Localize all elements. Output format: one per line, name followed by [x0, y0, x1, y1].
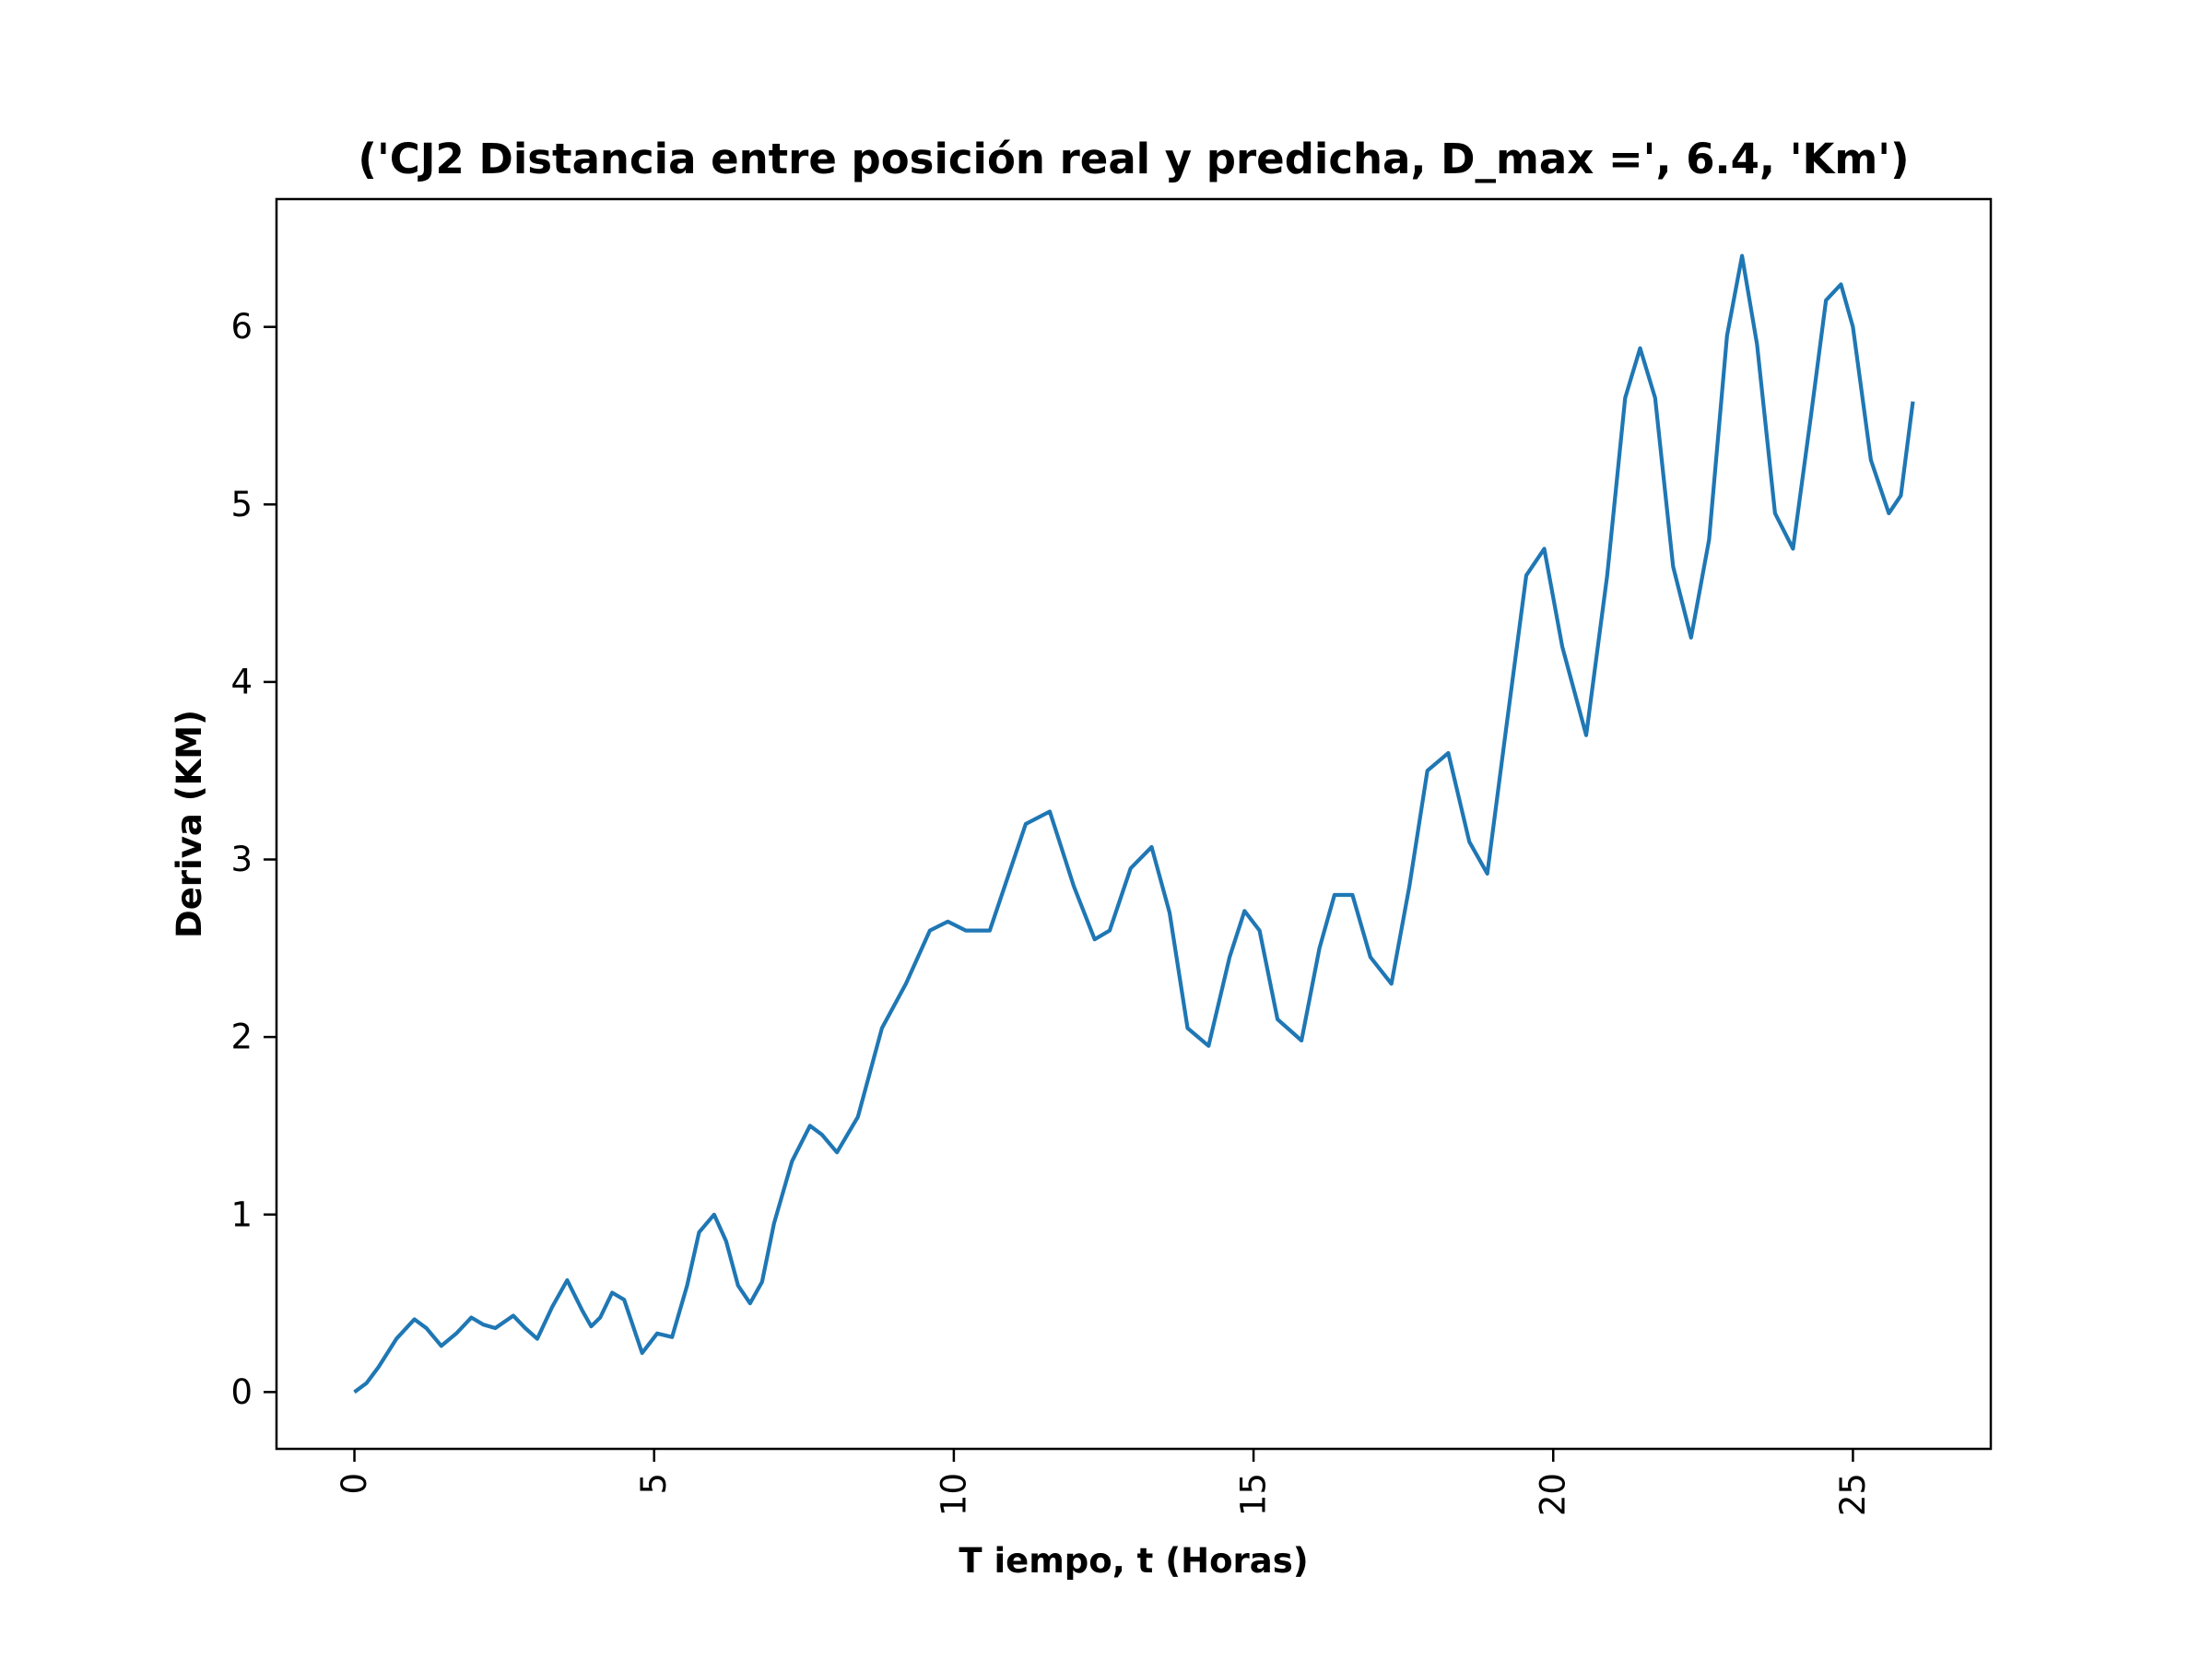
plot-area-frame	[275, 197, 1993, 1451]
x-tick-label: 15	[1234, 1473, 1274, 1516]
chart-title: ('CJ2 Distancia entre posición real y pr…	[358, 135, 1909, 183]
x-axis-ticks: 0 5 10 15 20 25	[335, 1449, 1873, 1516]
series-line	[353, 253, 1915, 1394]
y-tick-label: 4	[230, 662, 253, 701]
x-tick-label: 25	[1833, 1473, 1873, 1516]
x-tick-label: 0	[335, 1473, 374, 1495]
y-tick-label: 0	[230, 1372, 253, 1412]
y-tick-label: 5	[230, 485, 253, 524]
y-tick-label: 1	[230, 1194, 253, 1234]
y-axis-label: Deriva (KM)	[170, 710, 209, 938]
x-tick-label: 20	[1534, 1473, 1573, 1516]
y-tick-label: 3	[230, 840, 253, 879]
y-tick-label: 6	[230, 307, 253, 347]
y-tick-label: 2	[230, 1018, 253, 1057]
x-axis-label: T iempo, t (Horas)	[959, 1541, 1308, 1581]
x-tick-label: 10	[934, 1473, 973, 1516]
x-tick-label: 5	[634, 1473, 674, 1495]
y-axis-ticks: 0 1 2 3 4 5 6	[230, 307, 276, 1412]
